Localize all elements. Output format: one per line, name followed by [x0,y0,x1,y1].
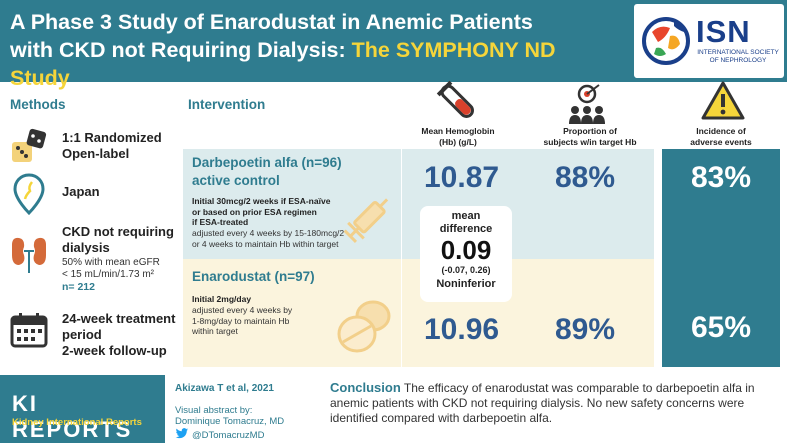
darbe-hb-value: 10.87 [424,161,500,194]
title-line-2: with CKD not Requiring Dialysis: [10,38,352,62]
randomized-label: 1:1 Randomized Open-label [62,130,162,161]
target-people-icon [569,84,605,124]
isn-logo: ISN INTERNATIONAL SOCIETY OF NEPHROLOGY [634,4,784,78]
duration-label: 24-week treatment period 2-week follow-up [62,311,176,358]
citation: Akizawa T et al, 2021 [175,383,274,394]
test-tube-icon [436,80,474,118]
pills-icon [337,300,391,353]
darbepoetin-panel [183,149,401,259]
diff-label: mean difference [439,210,493,235]
adverse-events-box: 83% 65% [662,149,780,367]
sample-size: n= 212 [62,281,95,293]
darbe-title: Darbepoetin alfa (n=96) active control [192,155,342,188]
twitter-icon [175,428,189,439]
calendar-icon [10,313,48,348]
enaro-title: Enarodustat (n=97) [192,269,315,284]
journal-brand: KI REPORTS Kidney International Reports [0,375,165,443]
darbe-ae-value: 83% [690,161,752,194]
enaro-hb-value: 10.96 [424,313,500,346]
study-name: The SYMPHONY ND Study [10,38,556,90]
methods-heading: Methods [10,97,66,112]
ckd-description: 50% with mean eGFR < 15 mL/min/1.73 m² [62,257,160,280]
col-head-adverse: Incidence of adverse events [690,126,752,147]
header-banner: A Phase 3 Study of Enarodustat in Anemic… [0,0,787,90]
mean-difference-box: mean difference 0.09 (-0.07, 0.26) Noninf… [420,206,512,302]
twitter-handle[interactable]: @DTomacruzMD [175,428,264,441]
diff-value: 0.09 [440,235,492,265]
journal-name: Kidney International Reports [12,417,142,428]
logo-subtitle: INTERNATIONAL SOCIETY OF NEPHROLOGY [697,49,779,64]
dice-icon [12,128,47,162]
page-title: A Phase 3 Study of Enarodustat in Anemic… [10,8,620,92]
darbe-initial-dose: Initial 30mcg/2 weeks if ESA-naïve or bas… [192,196,331,227]
logo-text: ISN [696,14,751,49]
diff-ci: (-0.07, 0.26) [441,265,491,275]
enaro-ae-value: 65% [690,311,752,344]
journal-logo: KI REPORTS [12,391,133,442]
syringe-icon [343,198,389,243]
col-head-hemoglobin: Mean Hemoglobin (Hb) (g/L) [421,126,495,147]
country-label: Japan [62,184,100,199]
globe-logo-icon [642,17,690,65]
enaro-adjustment: adjusted every 4 weeks by 1-8mg/day to ma… [192,305,293,336]
kidneys-icon [12,237,46,273]
ckd-label: CKD not requiring dialysis [62,224,174,255]
darbe-adjustment: adjusted every 4 weeks by 15-180mcg/2 or … [192,228,345,249]
conclusion-label: Conclusion [330,380,401,395]
col-head-proportion: Proportion of subjects w/in target Hb [543,126,637,147]
enaro-initial-dose: Initial 2mg/day [192,294,252,304]
warning-icon [701,81,745,120]
map-pin-icon [13,173,45,215]
conclusion-text: Conclusion The efficacy of enarodustat w… [330,380,782,426]
intervention-heading: Intervention [188,97,266,112]
diff-verdict: Noninferior [436,278,496,290]
darbe-prop-value: 88% [555,161,616,194]
title-line-1: A Phase 3 Study of Enarodustat in Anemic… [10,10,533,34]
conclusion-body: The efficacy of enarodustat was comparab… [330,381,755,425]
visual-abstract-credit: Visual abstract by: Dominique Tomacruz, M… [175,405,285,427]
enaro-prop-value: 89% [555,313,616,346]
